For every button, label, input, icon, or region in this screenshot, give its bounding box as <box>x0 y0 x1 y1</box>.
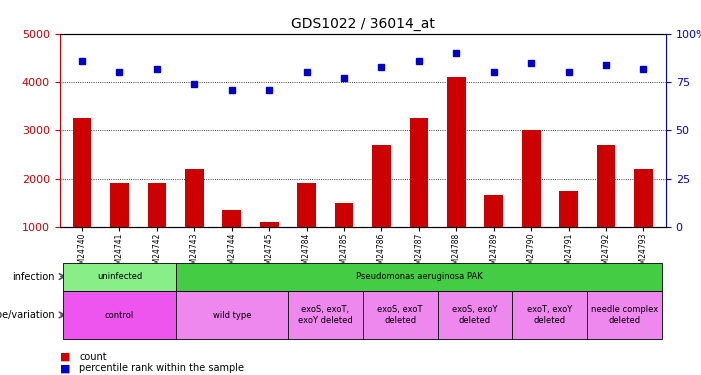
Text: control: control <box>105 310 134 320</box>
Text: wild type: wild type <box>212 310 251 320</box>
Text: exoS, exoT,
exoY deleted: exoS, exoT, exoY deleted <box>298 305 353 325</box>
Bar <box>73 118 91 227</box>
Text: uninfected: uninfected <box>97 272 142 281</box>
Text: infection: infection <box>12 272 55 282</box>
Bar <box>372 145 391 227</box>
Text: ■: ■ <box>60 363 70 373</box>
Bar <box>222 210 241 227</box>
Text: percentile rank within the sample: percentile rank within the sample <box>79 363 244 373</box>
Bar <box>597 145 615 227</box>
Bar <box>522 130 540 227</box>
Bar <box>634 169 653 227</box>
Text: needle complex
deleted: needle complex deleted <box>591 305 658 325</box>
Text: genotype/variation: genotype/variation <box>0 310 55 320</box>
Bar <box>334 203 353 227</box>
Text: exoS, exoY
deleted: exoS, exoY deleted <box>452 305 498 325</box>
Text: ■: ■ <box>60 352 70 362</box>
Bar <box>484 195 503 227</box>
Bar <box>110 183 129 227</box>
Text: exoT, exoY
deleted: exoT, exoY deleted <box>527 305 573 325</box>
Text: count: count <box>79 352 107 362</box>
Bar <box>447 77 465 227</box>
Bar <box>409 118 428 227</box>
Text: Pseudomonas aeruginosa PAK: Pseudomonas aeruginosa PAK <box>355 272 482 281</box>
Bar <box>559 190 578 227</box>
Bar <box>260 222 278 227</box>
Title: GDS1022 / 36014_at: GDS1022 / 36014_at <box>291 17 435 32</box>
Bar <box>185 169 204 227</box>
Bar <box>297 183 316 227</box>
Text: exoS, exoT
deleted: exoS, exoT deleted <box>377 305 423 325</box>
Bar <box>147 183 166 227</box>
